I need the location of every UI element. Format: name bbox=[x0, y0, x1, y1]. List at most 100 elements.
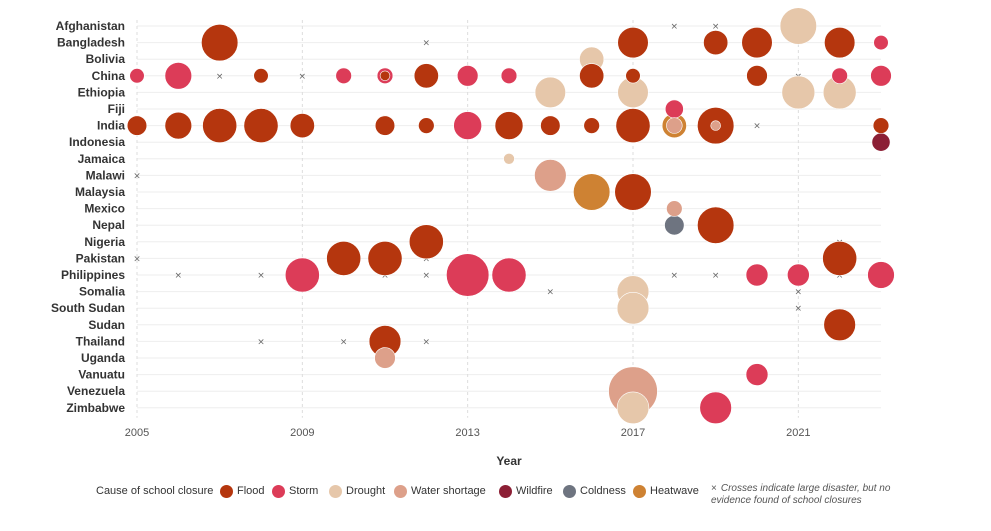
bubble-bangladesh-2020-flood bbox=[741, 26, 773, 59]
bubble-philippines-2020-storm bbox=[745, 263, 769, 287]
bubble-vanuatu-2020-storm bbox=[745, 363, 769, 386]
bubble-china-2014-storm bbox=[500, 67, 518, 85]
cross-malawi-2005: × bbox=[133, 171, 141, 181]
legend-item-drought: Drought bbox=[329, 483, 385, 499]
bubble-china-2016-flood bbox=[579, 63, 605, 89]
country-label-bangladesh: Bangladesh bbox=[57, 36, 125, 50]
bubble-china-2008-flood bbox=[253, 68, 269, 84]
legend-item-storm: Storm bbox=[272, 483, 318, 499]
bubble-china-2011-flood bbox=[379, 70, 391, 82]
x-tick-2017: 2017 bbox=[621, 427, 645, 439]
country-label-venezuela: Venezuela bbox=[67, 384, 125, 398]
legend-swatch-drought bbox=[329, 484, 342, 498]
country-label-bolivia: Bolivia bbox=[86, 52, 126, 66]
x-tick-2021: 2021 bbox=[786, 427, 810, 439]
legend-swatch-heatwave bbox=[633, 484, 646, 498]
cross-icon: × bbox=[711, 483, 717, 494]
bubble-malawi-2015-water bbox=[534, 159, 567, 192]
country-label-malawi: Malawi bbox=[86, 168, 125, 182]
country-label-nigeria: Nigeria bbox=[84, 235, 125, 249]
bubble-afghanistan-2021-drought bbox=[779, 7, 817, 45]
bubble-india-2018-water bbox=[666, 117, 683, 134]
country-label-afghanistan: Afghanistan bbox=[56, 19, 125, 33]
x-tick-2013: 2013 bbox=[455, 427, 479, 439]
x-axis-title: Year bbox=[496, 454, 522, 468]
cross-somalia-2015: × bbox=[547, 288, 555, 298]
country-label-ethiopia: Ethiopia bbox=[78, 85, 126, 99]
cross-philippines-2011: × bbox=[381, 271, 389, 281]
bubble-china-2013-storm bbox=[456, 65, 479, 87]
school-closure-chart: Afghanistan Bangladesh Bolivia China Ethiopi… bbox=[51, 7, 895, 468]
legend-item-water: Water shortage bbox=[394, 483, 486, 499]
bubble-philippines-2009-storm bbox=[284, 257, 320, 293]
country-label-zimbabwe: Zimbabwe bbox=[66, 401, 125, 415]
bubble-china-2020-flood bbox=[746, 65, 768, 87]
cross-pakistan-2005: × bbox=[133, 254, 141, 264]
bubble-india-2005-flood bbox=[126, 115, 148, 136]
cross-bangladesh-2012: × bbox=[423, 39, 431, 49]
legend-swatch-wildfire bbox=[499, 484, 512, 498]
legend-swatch-flood bbox=[220, 484, 233, 498]
bubble-philippines-2013-storm bbox=[446, 253, 490, 297]
legend-label-flood: Flood bbox=[237, 485, 265, 497]
legend-item-wildfire: Wildfire bbox=[499, 483, 553, 499]
bubble-zimbabwe-2019-storm bbox=[699, 391, 732, 424]
legend-label-water: Water shortage bbox=[411, 485, 486, 497]
bubble-nepal-2018-coldness bbox=[664, 215, 685, 236]
bubble-zimbabwe-2017-drought bbox=[616, 391, 650, 424]
cross-thailand-2008: × bbox=[257, 337, 265, 347]
x-axis-ticks: 2005 2009 2013 2017 2021 bbox=[125, 427, 811, 439]
x-tick-2005: 2005 bbox=[125, 427, 149, 439]
country-label-india: India bbox=[97, 119, 125, 133]
cross-china-2007: × bbox=[216, 72, 224, 82]
bubble-china-2012-flood bbox=[413, 63, 439, 89]
country-label-sudan: Sudan bbox=[88, 318, 125, 332]
bubble-ethiopia-2021-drought bbox=[781, 75, 816, 110]
country-labels: Afghanistan Bangladesh Bolivia China Ethiopi… bbox=[51, 19, 125, 415]
country-label-mexico: Mexico bbox=[84, 202, 125, 216]
cross-philippines-2018: × bbox=[671, 271, 679, 281]
legend-label-drought: Drought bbox=[346, 485, 386, 497]
legend-cross-note: × Crosses indicate large disaster, but no… bbox=[711, 483, 896, 507]
country-label-fiji: Fiji bbox=[108, 102, 125, 116]
country-label-indonesia: Indonesia bbox=[69, 135, 125, 149]
cross-china-2009: × bbox=[299, 72, 307, 82]
legend-item-heatwave: Heatwave bbox=[633, 483, 699, 499]
bubble-india-2013-storm bbox=[453, 111, 482, 140]
country-label-philippines: Philippines bbox=[61, 268, 125, 282]
legend-label-heatwave: Heatwave bbox=[650, 485, 699, 497]
cross-south-sudan-2021: × bbox=[795, 304, 803, 314]
legend-label-wildfire: Wildfire bbox=[516, 485, 553, 497]
bubble-bangladesh-2022-flood bbox=[824, 26, 856, 59]
bubble-china-2006-storm bbox=[164, 62, 193, 90]
bubble-india-2014-flood bbox=[494, 111, 524, 140]
bubble-india-2023-flood bbox=[872, 117, 890, 134]
legend-swatch-storm bbox=[272, 484, 285, 498]
bubble-fiji-2018-storm bbox=[664, 99, 684, 119]
bubble-india-2006-flood bbox=[164, 111, 193, 140]
legend-item-coldness: Coldness bbox=[563, 483, 626, 499]
bubble-india-2017-flood bbox=[615, 108, 651, 144]
bubble-uganda-2011-water bbox=[374, 347, 396, 369]
bubble-india-2015-flood bbox=[540, 115, 561, 136]
bubble-india-2008-flood bbox=[243, 108, 279, 144]
legend-title: Cause of school closure bbox=[96, 485, 214, 497]
country-label-nepal: Nepal bbox=[92, 218, 125, 232]
bubble-bangladesh-2017-flood bbox=[617, 26, 649, 59]
cross-somalia-2021: × bbox=[795, 288, 803, 298]
bubble-malaysia-2017-flood bbox=[614, 173, 652, 211]
bubble-pakistan-2011-flood bbox=[367, 240, 403, 276]
bubble-sudan-2022-flood bbox=[823, 308, 856, 341]
bubble-philippines-2021-storm bbox=[787, 263, 810, 287]
bubble-bangladesh-2007-flood bbox=[201, 23, 239, 62]
bubble-india-2012-flood bbox=[418, 117, 435, 134]
cross-thailand-2012: × bbox=[423, 337, 431, 347]
country-label-malaysia: Malaysia bbox=[75, 185, 125, 199]
cross-philippines-2019: × bbox=[712, 271, 720, 281]
bubble-malaysia-2016-heatwave bbox=[573, 173, 611, 211]
country-label-thailand: Thailand bbox=[76, 334, 125, 348]
bubble-ethiopia-2015-drought bbox=[534, 76, 566, 108]
cross-india-2020: × bbox=[753, 122, 761, 132]
bubble-philippines-2023-storm bbox=[867, 261, 895, 289]
legend-item-flood: Flood bbox=[220, 483, 265, 499]
